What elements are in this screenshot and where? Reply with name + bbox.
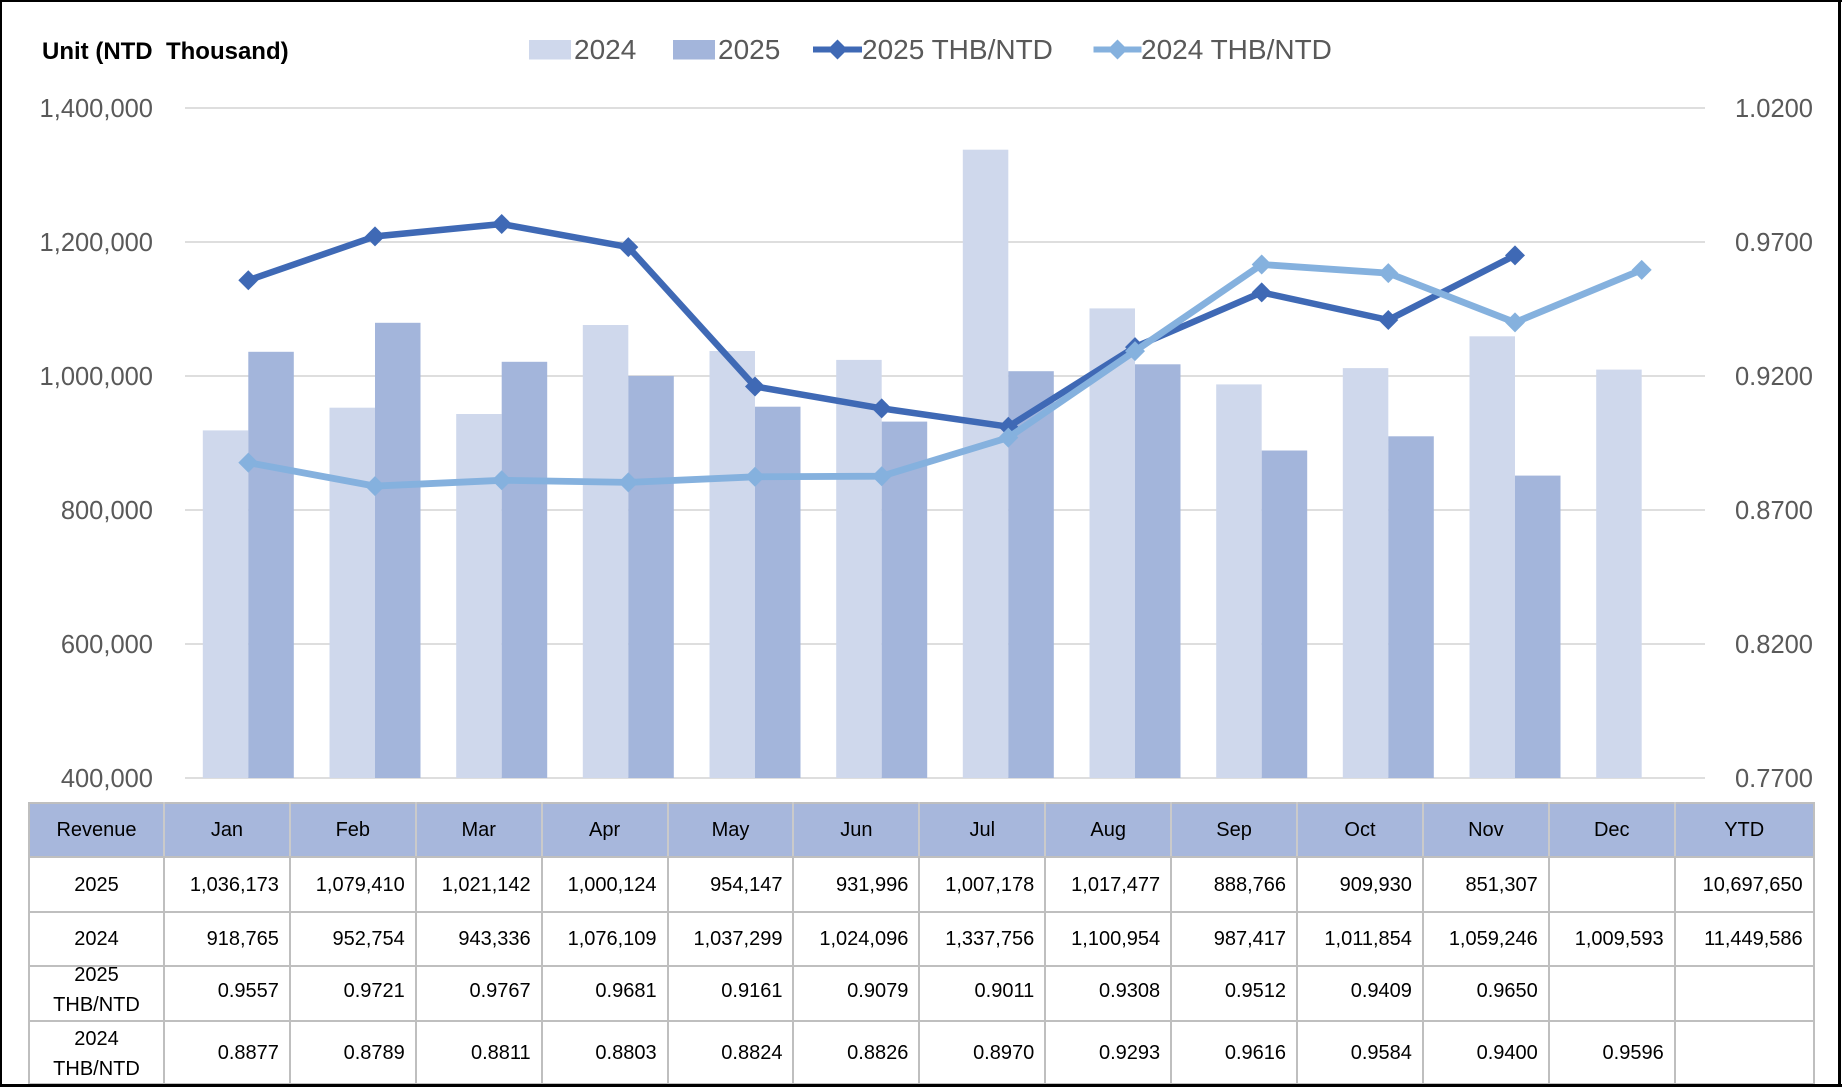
svg-text:0.8200: 0.8200 (1735, 631, 1813, 659)
svg-text:2025 THB/NTD: 2025 THB/NTD (862, 34, 1053, 65)
svg-text:Unit (NTD Thousand): Unit (NTD Thousand) (42, 38, 289, 65)
svg-text:2024 THB/NTD: 2024 THB/NTD (1141, 34, 1332, 65)
svg-text:800,000: 800,000 (61, 497, 153, 525)
svg-text:1,400,000: 1,400,000 (40, 95, 153, 123)
svg-text:0.7700: 0.7700 (1735, 765, 1813, 793)
svg-text:2025: 2025 (718, 34, 780, 65)
svg-text:0.9200: 0.9200 (1735, 363, 1813, 391)
svg-text:1,000,000: 1,000,000 (40, 363, 153, 391)
svg-text:2024: 2024 (574, 34, 636, 65)
svg-text:400,000: 400,000 (61, 765, 153, 793)
svg-text:1.0200: 1.0200 (1735, 95, 1813, 123)
svg-text:600,000: 600,000 (61, 631, 153, 659)
svg-text:0.8700: 0.8700 (1735, 497, 1813, 525)
svg-text:0.9700: 0.9700 (1735, 229, 1813, 257)
svg-text:1,200,000: 1,200,000 (40, 229, 153, 257)
